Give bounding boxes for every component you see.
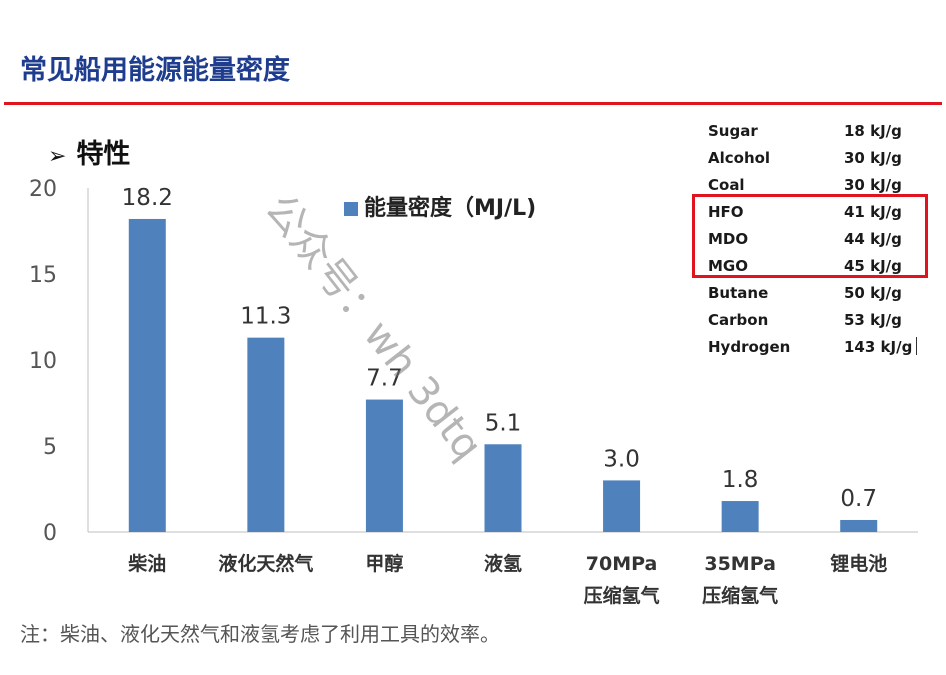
bar-value-label: 18.2 bbox=[122, 185, 173, 211]
energy-density-table: Sugar 18 kJ/g Alcohol 30 kJ/g Coal 30 kJ/g HFO… bbox=[700, 117, 926, 360]
x-category-label-line: 甲醇 bbox=[365, 552, 403, 575]
x-category-label: 柴油 bbox=[127, 552, 166, 575]
x-category-label-line: 35MPa bbox=[704, 553, 776, 575]
fuel-name: Butane bbox=[708, 283, 769, 302]
x-category-label: 液氢 bbox=[484, 552, 522, 575]
bar-value-label: 1.8 bbox=[722, 467, 759, 493]
legend-label: 能量密度（MJ/L) bbox=[364, 196, 537, 221]
fuel-energy-value: 18 kJ/g bbox=[844, 121, 902, 140]
x-category-label-line: 液化天然气 bbox=[218, 552, 313, 575]
bar bbox=[721, 501, 759, 532]
highlight-box bbox=[692, 194, 928, 278]
x-category-label: 液化天然气 bbox=[218, 552, 313, 575]
legend-swatch bbox=[344, 202, 358, 216]
x-category-label-line: 锂电池 bbox=[830, 552, 887, 575]
bar bbox=[365, 399, 403, 532]
fuel-energy-value: 41 kJ/g bbox=[844, 202, 902, 221]
fuel-energy-value: 53 kJ/g bbox=[844, 310, 902, 329]
x-category-label-line: 柴油 bbox=[127, 552, 166, 575]
bar-value-label: 7.7 bbox=[366, 366, 403, 392]
section-label: 特性 bbox=[76, 139, 131, 170]
x-category-label: 甲醇 bbox=[365, 552, 403, 575]
table-row: MDO 44 kJ/g bbox=[700, 225, 926, 252]
fuel-name: Carbon bbox=[708, 310, 769, 329]
bar bbox=[603, 480, 641, 532]
section-heading: ➢ 特性 bbox=[48, 132, 130, 171]
bar bbox=[840, 519, 878, 532]
table-row: Hydrogen 143 kJ/g bbox=[700, 333, 926, 360]
bar-value-label: 3.0 bbox=[603, 446, 640, 472]
table-row: Alcohol 30 kJ/g bbox=[700, 144, 926, 171]
x-category-label-line: 压缩氢气 bbox=[584, 584, 660, 607]
x-category-label: 锂电池 bbox=[830, 552, 887, 575]
table-row: Sugar 18 kJ/g bbox=[700, 117, 926, 144]
x-category-label-line: 液氢 bbox=[484, 552, 522, 575]
y-tick-label: 10 bbox=[29, 349, 57, 374]
fuel-name: Hydrogen bbox=[708, 337, 791, 356]
arrow-bullet-icon: ➢ bbox=[48, 144, 67, 169]
y-tick-label: 5 bbox=[43, 435, 57, 460]
title-divider bbox=[4, 102, 942, 105]
bar bbox=[247, 337, 285, 532]
y-tick-label: 20 bbox=[29, 177, 57, 202]
chart-legend: 能量密度（MJ/L) bbox=[344, 190, 536, 222]
fuel-energy-value: 45 kJ/g bbox=[844, 256, 902, 275]
bar bbox=[484, 444, 522, 532]
bar-value-label: 0.7 bbox=[840, 486, 877, 512]
y-tick-label: 0 bbox=[43, 521, 57, 546]
y-tick-label: 15 bbox=[29, 263, 57, 288]
page-title: 常见船用能源能量密度 bbox=[20, 55, 290, 86]
bar bbox=[128, 218, 166, 532]
fuel-name: Coal bbox=[708, 175, 745, 194]
table-row: Carbon 53 kJ/g bbox=[700, 306, 926, 333]
bar-value-label: 5.1 bbox=[485, 410, 522, 436]
x-category-label-line: 70MPa bbox=[586, 553, 658, 575]
fuel-energy-value: 30 kJ/g bbox=[844, 148, 902, 167]
fuel-name: Alcohol bbox=[708, 148, 771, 167]
table-row: Coal 30 kJ/g bbox=[700, 171, 926, 198]
fuel-name: MDO bbox=[708, 229, 749, 248]
text-cursor bbox=[916, 337, 917, 355]
fuel-name: HFO bbox=[708, 202, 744, 221]
fuel-energy-value: 50 kJ/g bbox=[844, 283, 902, 302]
fuel-energy-value: 44 kJ/g bbox=[844, 229, 902, 248]
bar-value-label: 11.3 bbox=[240, 304, 291, 330]
fuel-name: Sugar bbox=[708, 121, 758, 140]
fuel-energy-value: 143 kJ/g bbox=[844, 337, 913, 356]
table-row: Butane 50 kJ/g bbox=[700, 279, 926, 306]
x-category-label: 35MPa 压缩氢气 bbox=[702, 553, 778, 607]
x-category-label-line: 压缩氢气 bbox=[702, 584, 778, 607]
fuel-energy-value: 30 kJ/g bbox=[844, 175, 902, 194]
x-category-label: 70MPa 压缩氢气 bbox=[584, 553, 660, 607]
table-row: HFO 41 kJ/g bbox=[700, 198, 926, 225]
footnote: 注：柴油、液化天然气和液氢考虑了利用工具的效率。 bbox=[20, 622, 500, 646]
fuel-name: MGO bbox=[708, 256, 748, 275]
table-row: MGO 45 kJ/g bbox=[700, 252, 926, 279]
